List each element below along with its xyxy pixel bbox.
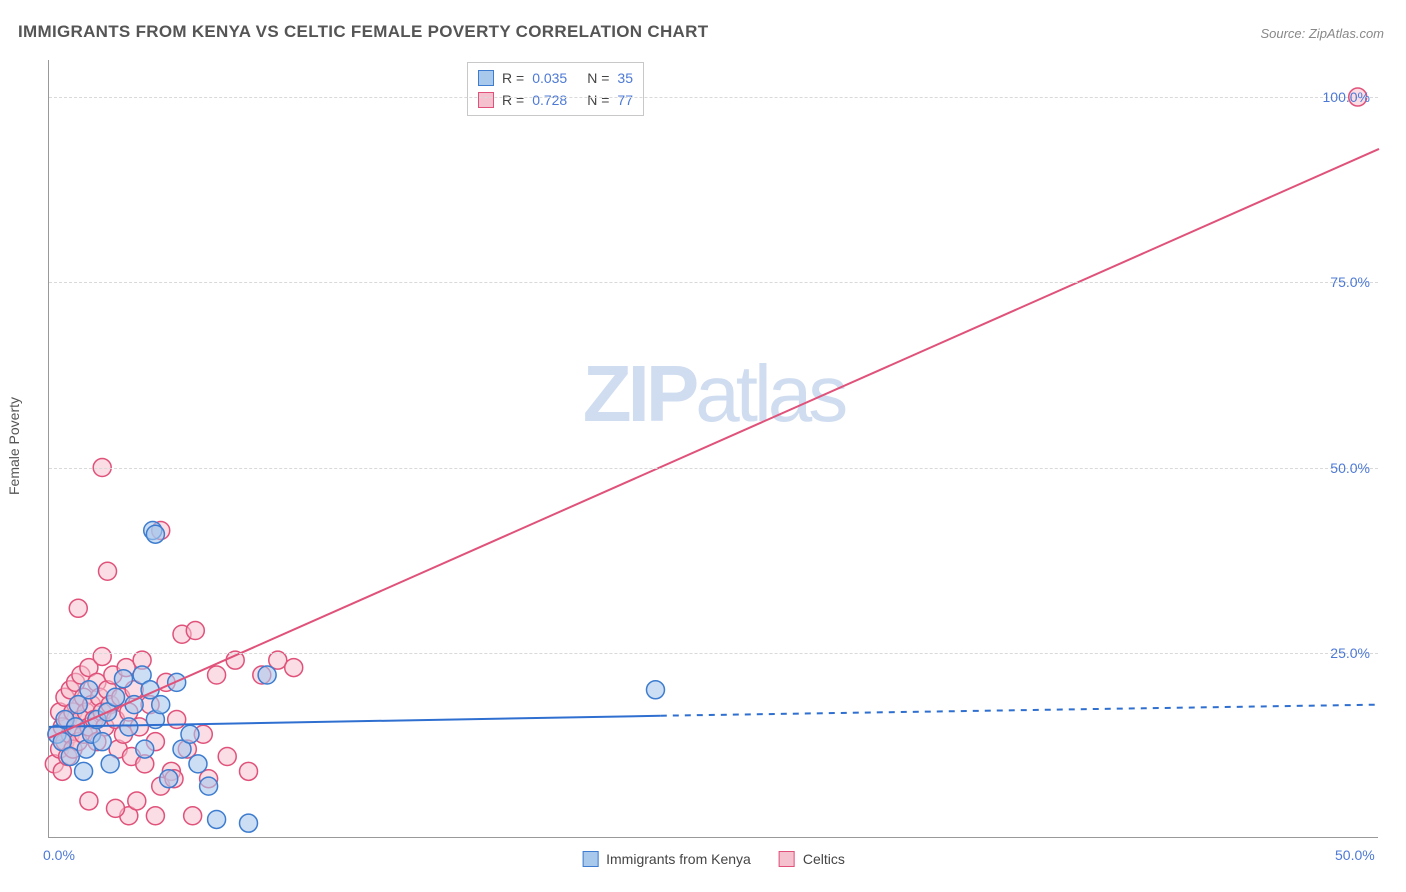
- source-label: Source: ZipAtlas.com: [1260, 26, 1384, 41]
- scatter-point: [114, 670, 132, 688]
- scatter-point: [107, 688, 125, 706]
- x-tick-label: 50.0%: [1335, 847, 1375, 863]
- scatter-point: [80, 792, 98, 810]
- scatter-point: [189, 755, 207, 773]
- gridline: [49, 97, 1378, 98]
- scatter-point: [285, 659, 303, 677]
- scatter-point: [184, 807, 202, 825]
- scatter-svg: [49, 60, 1378, 837]
- legend-swatch-kenya: [478, 70, 494, 86]
- scatter-point: [146, 807, 164, 825]
- scatter-point: [208, 666, 226, 684]
- scatter-point: [69, 599, 87, 617]
- gridline: [49, 653, 1378, 654]
- legend-swatch-kenya: [582, 851, 598, 867]
- scatter-point: [218, 747, 236, 765]
- chart-plot-area: ZIPatlas R = 0.035 N = 35 R = 0.728 N = …: [48, 60, 1378, 838]
- scatter-point: [186, 622, 204, 640]
- legend-bottom-label: Celtics: [803, 851, 845, 867]
- legend-n-label: N =: [587, 70, 609, 86]
- scatter-point: [75, 762, 93, 780]
- scatter-point: [240, 814, 258, 832]
- scatter-point: [168, 710, 186, 728]
- trend-line: [49, 149, 1379, 738]
- scatter-point: [107, 799, 125, 817]
- scatter-point: [120, 718, 138, 736]
- legend-swatch-celtics: [779, 851, 795, 867]
- scatter-point: [136, 740, 154, 758]
- y-tick-label: 50.0%: [1330, 460, 1370, 476]
- y-tick-label: 75.0%: [1330, 274, 1370, 290]
- scatter-point: [101, 755, 119, 773]
- scatter-point: [160, 770, 178, 788]
- legend-r-label: R =: [502, 92, 524, 108]
- scatter-point: [200, 777, 218, 795]
- legend-swatch-celtics: [478, 92, 494, 108]
- scatter-point: [226, 651, 244, 669]
- scatter-point: [152, 696, 170, 714]
- trend-line-dashed: [661, 705, 1379, 716]
- legend-r-value-kenya: 0.035: [532, 70, 567, 86]
- y-tick-label: 100.0%: [1323, 89, 1370, 105]
- legend-stats-panel: R = 0.035 N = 35 R = 0.728 N = 77: [467, 62, 644, 116]
- scatter-point: [93, 733, 111, 751]
- scatter-point: [93, 647, 111, 665]
- legend-stats-row: R = 0.035 N = 35: [478, 67, 633, 89]
- scatter-point: [80, 681, 98, 699]
- scatter-point: [99, 562, 117, 580]
- y-axis-label: Female Poverty: [6, 397, 22, 495]
- legend-bottom-label: Immigrants from Kenya: [606, 851, 751, 867]
- scatter-point: [646, 681, 664, 699]
- scatter-point: [146, 525, 164, 543]
- legend-n-value-celtics: 77: [617, 92, 633, 108]
- scatter-point: [128, 792, 146, 810]
- legend-bottom-item: Celtics: [779, 851, 845, 867]
- x-tick-label: 0.0%: [43, 847, 75, 863]
- scatter-point: [240, 762, 258, 780]
- legend-bottom-item: Immigrants from Kenya: [582, 851, 751, 867]
- chart-title: IMMIGRANTS FROM KENYA VS CELTIC FEMALE P…: [18, 22, 708, 42]
- legend-r-value-celtics: 0.728: [532, 92, 567, 108]
- scatter-point: [208, 810, 226, 828]
- scatter-point: [181, 725, 199, 743]
- legend-n-label: N =: [587, 92, 609, 108]
- legend-stats-row: R = 0.728 N = 77: [478, 89, 633, 111]
- gridline: [49, 468, 1378, 469]
- legend-r-label: R =: [502, 70, 524, 86]
- y-tick-label: 25.0%: [1330, 645, 1370, 661]
- scatter-point: [258, 666, 276, 684]
- gridline: [49, 282, 1378, 283]
- legend-n-value-kenya: 35: [617, 70, 633, 86]
- legend-bottom: Immigrants from Kenya Celtics: [582, 851, 845, 867]
